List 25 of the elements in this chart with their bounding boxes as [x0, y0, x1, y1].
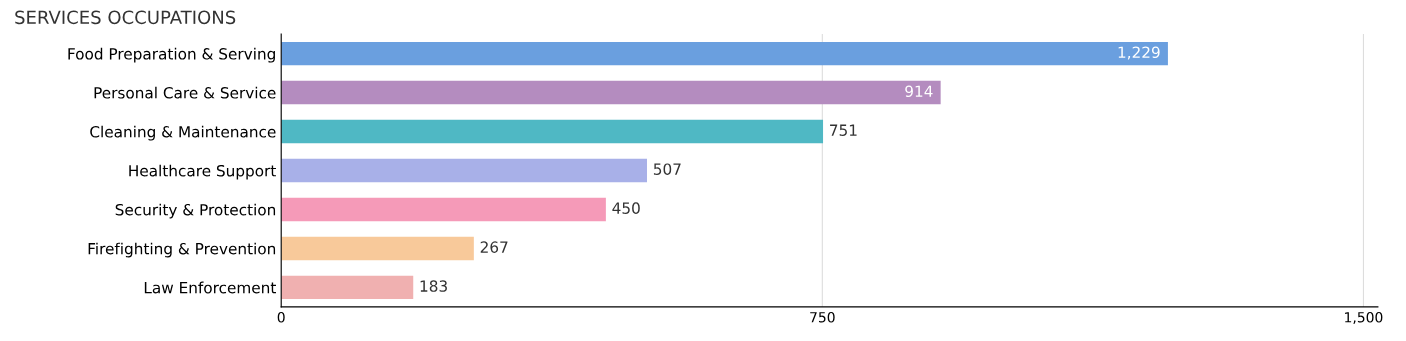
y-tick-label: Personal Care & Service — [94, 86, 276, 99]
data-label: 183 — [420, 280, 447, 292]
y-tick-label: Security & Protection — [115, 203, 276, 219]
bar — [281, 80, 941, 105]
x-tick-label: 750 — [810, 312, 835, 323]
bar — [281, 41, 1168, 66]
y-tick-label: Law Enforcement — [144, 281, 276, 294]
data-label: 751 — [830, 124, 857, 136]
text: SERVICES OCCUPATIONS — [15, 10, 236, 25]
data-label: 914 — [905, 85, 933, 97]
y-tick-label: Food Preparation & Serving — [68, 47, 275, 63]
y-tick-label: Firefighting & Prevention — [88, 242, 276, 258]
bar — [281, 275, 414, 300]
data-label: 1,229 — [1118, 46, 1160, 60]
y-tick-label: Cleaning & Maintenance — [90, 125, 276, 141]
x-tick-label: 0 — [277, 312, 285, 323]
bar — [281, 197, 606, 222]
data-label: 450 — [612, 202, 640, 214]
x-tick-label: 1,500 — [1345, 312, 1383, 324]
bar — [281, 236, 474, 261]
data-label: 507 — [653, 163, 681, 175]
bar — [281, 158, 647, 183]
bar — [281, 119, 824, 144]
y-tick-label: Healthcare Support — [129, 164, 276, 180]
data-label: 267 — [480, 241, 508, 253]
